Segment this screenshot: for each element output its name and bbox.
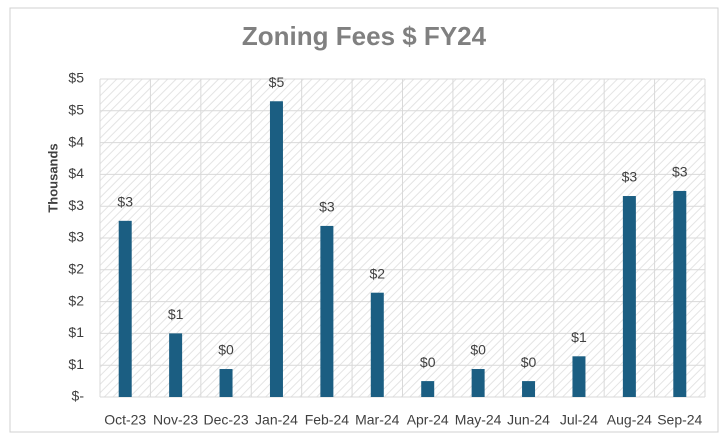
y-tick-label: $5 bbox=[68, 102, 84, 118]
bar bbox=[572, 356, 586, 397]
x-tick-label: Nov-23 bbox=[153, 412, 198, 428]
bar bbox=[370, 292, 384, 397]
x-tick-label: Sep-24 bbox=[657, 412, 702, 428]
y-tick-label: $1 bbox=[68, 356, 84, 372]
y-tick-label: $1 bbox=[68, 324, 84, 340]
data-label: $0 bbox=[521, 354, 537, 370]
x-tick-label: Jan-24 bbox=[255, 412, 298, 428]
bar bbox=[421, 381, 435, 397]
x-tick-label: Apr-24 bbox=[407, 412, 449, 428]
bar bbox=[269, 101, 283, 397]
x-tick-label: Dec-23 bbox=[203, 412, 248, 428]
y-tick-label: $3 bbox=[68, 197, 84, 213]
y-axis-title: Thousands bbox=[45, 143, 60, 212]
data-label: $3 bbox=[117, 194, 133, 210]
data-label: $2 bbox=[370, 265, 386, 281]
y-tick-label: $3 bbox=[68, 229, 84, 245]
data-label: $0 bbox=[420, 354, 436, 370]
data-label: $0 bbox=[470, 342, 486, 358]
bar bbox=[219, 369, 233, 397]
x-tick-label: Jul-24 bbox=[560, 412, 598, 428]
data-label: $1 bbox=[571, 329, 587, 345]
y-tick-label: $5 bbox=[68, 70, 84, 86]
data-label: $3 bbox=[319, 199, 335, 215]
y-tick-label: $2 bbox=[68, 292, 84, 308]
x-tick-label: Feb-24 bbox=[305, 412, 350, 428]
data-label: $1 bbox=[168, 306, 184, 322]
bar bbox=[169, 333, 183, 397]
x-tick-label: Oct-23 bbox=[104, 412, 146, 428]
bar bbox=[622, 196, 636, 397]
bar bbox=[471, 369, 485, 397]
data-label: $5 bbox=[269, 74, 285, 90]
y-tick-label: $2 bbox=[68, 261, 84, 277]
y-tick-label: $4 bbox=[68, 165, 84, 181]
x-tick-label: May-24 bbox=[455, 412, 502, 428]
bar bbox=[522, 381, 536, 397]
data-label: $0 bbox=[218, 342, 234, 358]
x-tick-label: Aug-24 bbox=[607, 412, 652, 428]
bar bbox=[118, 220, 132, 397]
bar bbox=[320, 225, 334, 397]
y-tick-label: $- bbox=[72, 388, 85, 404]
chart-title: Zoning Fees $ FY24 bbox=[242, 21, 487, 51]
x-tick-label: Jun-24 bbox=[507, 412, 550, 428]
data-label: $3 bbox=[622, 169, 638, 185]
y-tick-label: $4 bbox=[68, 133, 84, 149]
x-tick-label: Mar-24 bbox=[355, 412, 400, 428]
bar bbox=[673, 190, 687, 397]
data-label: $3 bbox=[672, 164, 688, 180]
